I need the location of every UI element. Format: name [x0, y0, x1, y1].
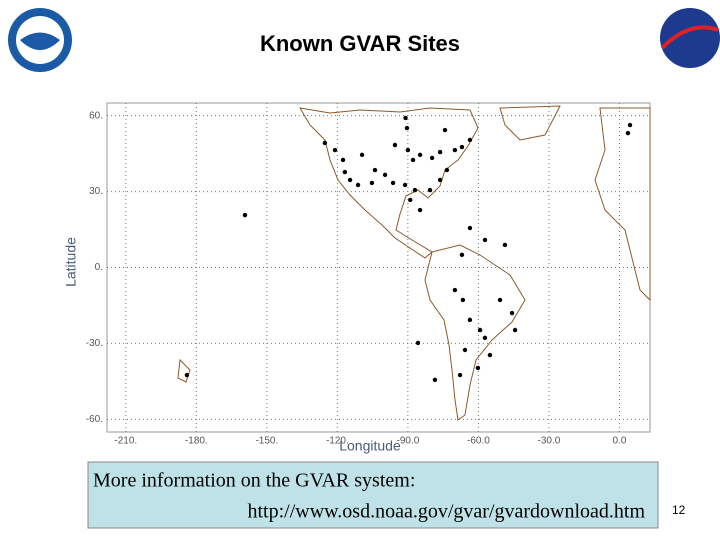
site-point: [412, 187, 418, 193]
site-point: [342, 169, 348, 175]
x-tick-label: -180.: [185, 436, 208, 447]
south-america: [424, 244, 526, 421]
site-point: [477, 327, 483, 333]
site-point: [452, 147, 458, 153]
site-point: [432, 377, 438, 383]
site-point: [467, 137, 473, 143]
y-axis-label: Latitude: [63, 237, 79, 287]
site-point: [340, 157, 346, 163]
x-tick-label: -60.0: [467, 436, 490, 447]
title: Known GVAR Sites: [260, 31, 460, 56]
site-point: [427, 187, 433, 193]
x-axis-label: Longitude: [339, 438, 401, 454]
info-url: http://www.osd.noaa.gov/gvar/gvardownloa…: [247, 501, 645, 523]
new-zealand: [177, 358, 191, 383]
site-point: [417, 152, 423, 158]
europe-africa: [594, 107, 651, 302]
site-point: [410, 157, 416, 163]
site-point: [459, 144, 465, 150]
x-tick-label: -90.0: [396, 436, 419, 447]
site-point: [405, 147, 411, 153]
x-tick-label: -30.0: [538, 436, 561, 447]
site-point: [347, 177, 353, 183]
site-point: [322, 140, 328, 146]
site-point: [372, 167, 378, 173]
site-point: [369, 180, 375, 186]
info-box: [87, 461, 659, 529]
site-point: [390, 180, 396, 186]
y-tick-label: -30.: [86, 338, 103, 349]
site-point: [467, 317, 473, 323]
site-point: [437, 177, 443, 183]
site-point: [497, 297, 503, 303]
y-tick-label: 0.: [95, 262, 103, 273]
nasa-logo-swoosh: [660, 25, 719, 50]
x-tick-label: -150.: [255, 436, 278, 447]
site-point: [392, 142, 398, 148]
site-point: [512, 327, 518, 333]
site-point: [627, 122, 633, 128]
site-point: [625, 130, 631, 136]
site-point: [359, 152, 365, 158]
site-point: [487, 352, 493, 358]
site-point: [404, 125, 410, 131]
site-point: [452, 287, 458, 293]
x-tick-label: 0.0: [612, 436, 626, 447]
greenland: [499, 105, 561, 141]
y-tick-label: -60.: [86, 414, 103, 425]
x-tick-label: -210.: [114, 436, 137, 447]
site-point: [415, 340, 421, 346]
site-point: [429, 155, 435, 161]
continents: [177, 105, 651, 421]
site-point: [402, 182, 408, 188]
site-point: [462, 347, 468, 353]
noaa-logo-bird: [20, 32, 60, 50]
site-point: [475, 365, 481, 371]
site-point: [482, 237, 488, 243]
info-line: More information on the GVAR system:: [93, 470, 415, 492]
site-point: [184, 372, 190, 378]
site-point: [459, 252, 465, 258]
site-point: [408, 197, 413, 203]
y-tick-label: 30.: [89, 186, 103, 197]
site-point: [502, 242, 508, 248]
site-point: [242, 212, 248, 218]
north-america: [299, 107, 479, 259]
site-point: [444, 167, 450, 173]
plot-frame: [106, 102, 651, 433]
site-point: [332, 147, 338, 153]
site-point: [355, 182, 361, 188]
site-point: [509, 310, 515, 316]
page-number: 12: [672, 503, 686, 517]
site-point: [467, 225, 473, 231]
site-point: [417, 207, 423, 213]
site-point: [437, 149, 443, 155]
site-point: [442, 127, 448, 133]
site-point: [403, 115, 408, 121]
site-point: [460, 297, 466, 303]
site-point: [457, 372, 463, 378]
y-tick-label: 60.: [89, 110, 103, 121]
site-point: [382, 172, 388, 178]
nasa-logo: [660, 8, 720, 68]
site-point: [482, 335, 488, 341]
x-tick-label: -120.: [326, 436, 349, 447]
